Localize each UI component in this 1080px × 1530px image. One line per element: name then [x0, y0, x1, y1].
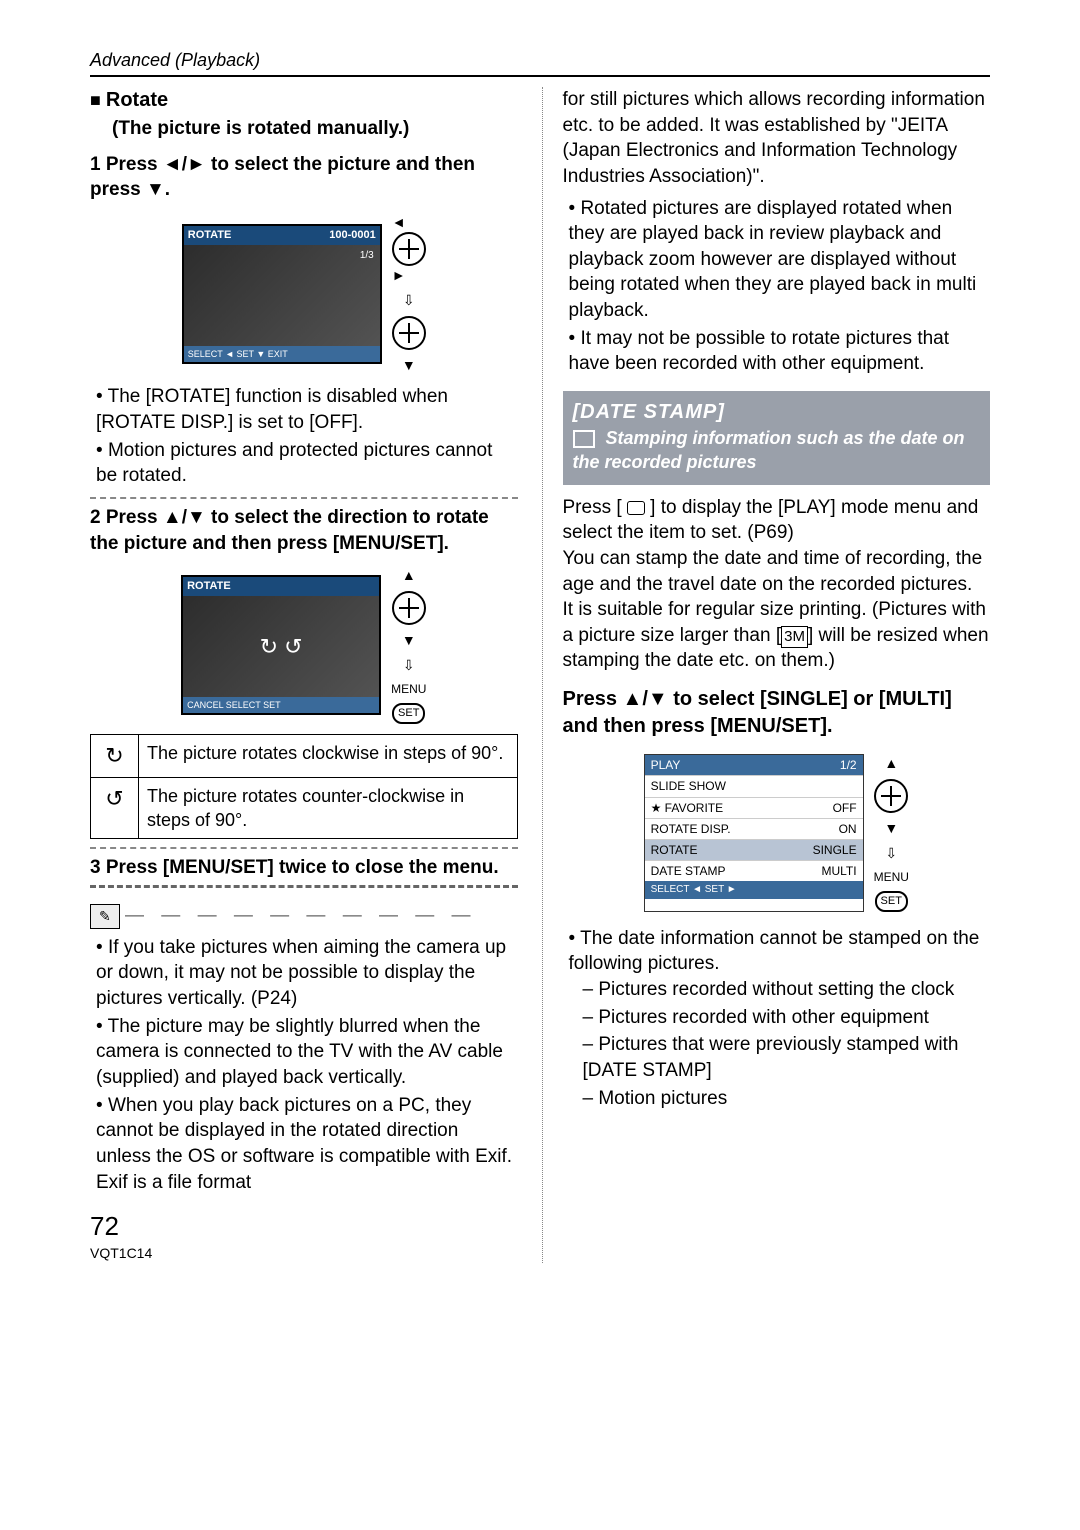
date-stamp-heading: [DATE STAMP] Stamping information such a… — [563, 391, 991, 485]
rotate-cw-icon: ↻ — [91, 735, 139, 778]
set-label: SET — [875, 891, 908, 912]
menu-set-icon — [627, 501, 645, 515]
pm-head-left: PLAY — [651, 757, 681, 773]
rotation-table: ↻ The picture rotates clockwise in steps… — [90, 734, 518, 839]
pm-row-label: ROTATE DISP. — [651, 821, 731, 837]
pm-row-value: ON — [839, 821, 857, 837]
pm-row-label: ROTATE — [651, 842, 698, 858]
lcd-rotate-1: ROTATE 100-0001 1/3 SELECT ◄ SET ▼ EXIT — [182, 224, 382, 364]
lcd1-counter: 100-0001 — [329, 228, 376, 243]
ds-note-item: Pictures recorded without setting the cl… — [583, 977, 991, 1003]
play-menu-illustration: PLAY 1/2 SLIDE SHOW ★ FAVORITE OFF ROTATE… — [563, 754, 991, 912]
down-arrow-icon: ⇩ — [403, 656, 415, 675]
feature-title: [DATE STAMP] — [573, 399, 981, 426]
down-arrow-icon: ⇩ — [403, 291, 415, 310]
general-note: If you take pictures when aiming the cam… — [96, 935, 518, 1012]
rotate-sub: (The picture is rotated manually.) — [90, 116, 518, 142]
pm-row-label: DATE STAMP — [651, 863, 726, 879]
step1-note: The [ROTATE] function is disabled when [… — [96, 384, 518, 435]
pm-row-value: OFF — [833, 800, 857, 816]
page-number: 72 — [90, 1209, 518, 1244]
size-3m-icon: 3M — [781, 626, 808, 648]
lcd1-index: 1/3 — [360, 250, 374, 261]
step2-title: 2 Press ▲/▼ to select the direction to r… — [90, 505, 518, 556]
dpad-icon — [392, 316, 426, 350]
pm-footer: SELECT ◄ SET ► — [645, 881, 863, 899]
lcd1-footer: SELECT ◄ SET ▼ EXIT — [184, 346, 380, 362]
ds-body: You can stamp the date and time of recor… — [563, 546, 991, 597]
breadcrumb: Advanced (Playback) — [90, 50, 990, 77]
ds-note-item: Pictures recorded with other equipment — [583, 1005, 991, 1031]
stamp-icon — [573, 430, 595, 448]
step1-illustration: ROTATE 100-0001 1/3 SELECT ◄ SET ▼ EXIT … — [90, 213, 518, 375]
ds-intro: Press [ ] to display the [PLAY] mode men… — [563, 495, 991, 546]
menu-label: MENU — [391, 681, 426, 697]
notes-icon: ✎ — [90, 904, 120, 929]
down-triangle-icon: ▼ — [402, 631, 416, 650]
lcd1-title: ROTATE — [188, 228, 232, 243]
down-triangle-icon: ▼ — [884, 819, 898, 838]
continuation-bullet: It may not be possible to rotate picture… — [569, 326, 991, 377]
up-triangle-icon: ▲ — [402, 566, 416, 585]
left-column: Rotate (The picture is rotated manually.… — [90, 87, 518, 1263]
rotate-cw-desc: The picture rotates clockwise in steps o… — [139, 735, 518, 778]
ds-note-item: Pictures that were previously stamped wi… — [583, 1032, 991, 1083]
right-column: for still pictures which allows recordin… — [542, 87, 991, 1263]
rotate-heading: Rotate — [90, 87, 518, 114]
text: Press [ — [563, 497, 627, 518]
pm-row-value: MULTI — [821, 863, 856, 879]
feature-subtitle: Stamping information such as the date on… — [573, 428, 965, 472]
ds-body: It is suitable for regular size printing… — [563, 597, 991, 674]
set-label: SET — [392, 703, 425, 724]
pm-row-label: ★ FAVORITE — [651, 800, 724, 816]
menu-label: MENU — [874, 869, 909, 885]
pm-row-label: SLIDE SHOW — [651, 778, 726, 794]
text: The date information cannot be stamped o… — [569, 928, 980, 975]
continuation-text: for still pictures which allows recordin… — [563, 87, 991, 190]
dpad-icon — [392, 232, 426, 266]
lcd2-title: ROTATE — [187, 579, 231, 594]
rotate-ccw-desc: The picture rotates counter-clockwise in… — [139, 777, 518, 839]
rotate-ccw-icon: ↺ — [91, 777, 139, 839]
pm-head-right: 1/2 — [840, 757, 857, 773]
ds-step: Press ▲/▼ to select [SINGLE] or [MULTI] … — [563, 686, 991, 740]
general-note: When you play back pictures on a PC, the… — [96, 1093, 518, 1196]
up-triangle-icon: ▲ — [884, 754, 898, 773]
ds-note-head: The date information cannot be stamped o… — [569, 926, 991, 1111]
pm-row-value: SINGLE — [813, 842, 857, 858]
doc-code: VQT1C14 — [90, 1244, 518, 1263]
lcd-rotate-2: ROTATE ↻ ↺ CANCEL SELECT SET — [181, 575, 381, 715]
continuation-bullet: Rotated pictures are displayed rotated w… — [569, 196, 991, 324]
dpad-icon — [874, 779, 908, 813]
down-triangle-icon: ▼ — [402, 356, 416, 375]
step1-title: 1 Press ◄/► to select the picture and th… — [90, 152, 518, 203]
play-menu: PLAY 1/2 SLIDE SHOW ★ FAVORITE OFF ROTATE… — [644, 754, 864, 912]
step3-title: 3 Press [MENU/SET] twice to close the me… — [90, 855, 518, 881]
down-arrow-icon: ⇩ — [885, 844, 897, 863]
step2-illustration: ROTATE ↻ ↺ CANCEL SELECT SET ▲ ▼ ⇩ MENU … — [90, 566, 518, 724]
ds-note-item: Motion pictures — [583, 1086, 991, 1112]
step1-note: Motion pictures and protected pictures c… — [96, 438, 518, 489]
dpad-icon — [392, 591, 426, 625]
lcd2-footer: CANCEL SELECT SET — [183, 697, 379, 713]
general-note: The picture may be slightly blurred when… — [96, 1014, 518, 1091]
